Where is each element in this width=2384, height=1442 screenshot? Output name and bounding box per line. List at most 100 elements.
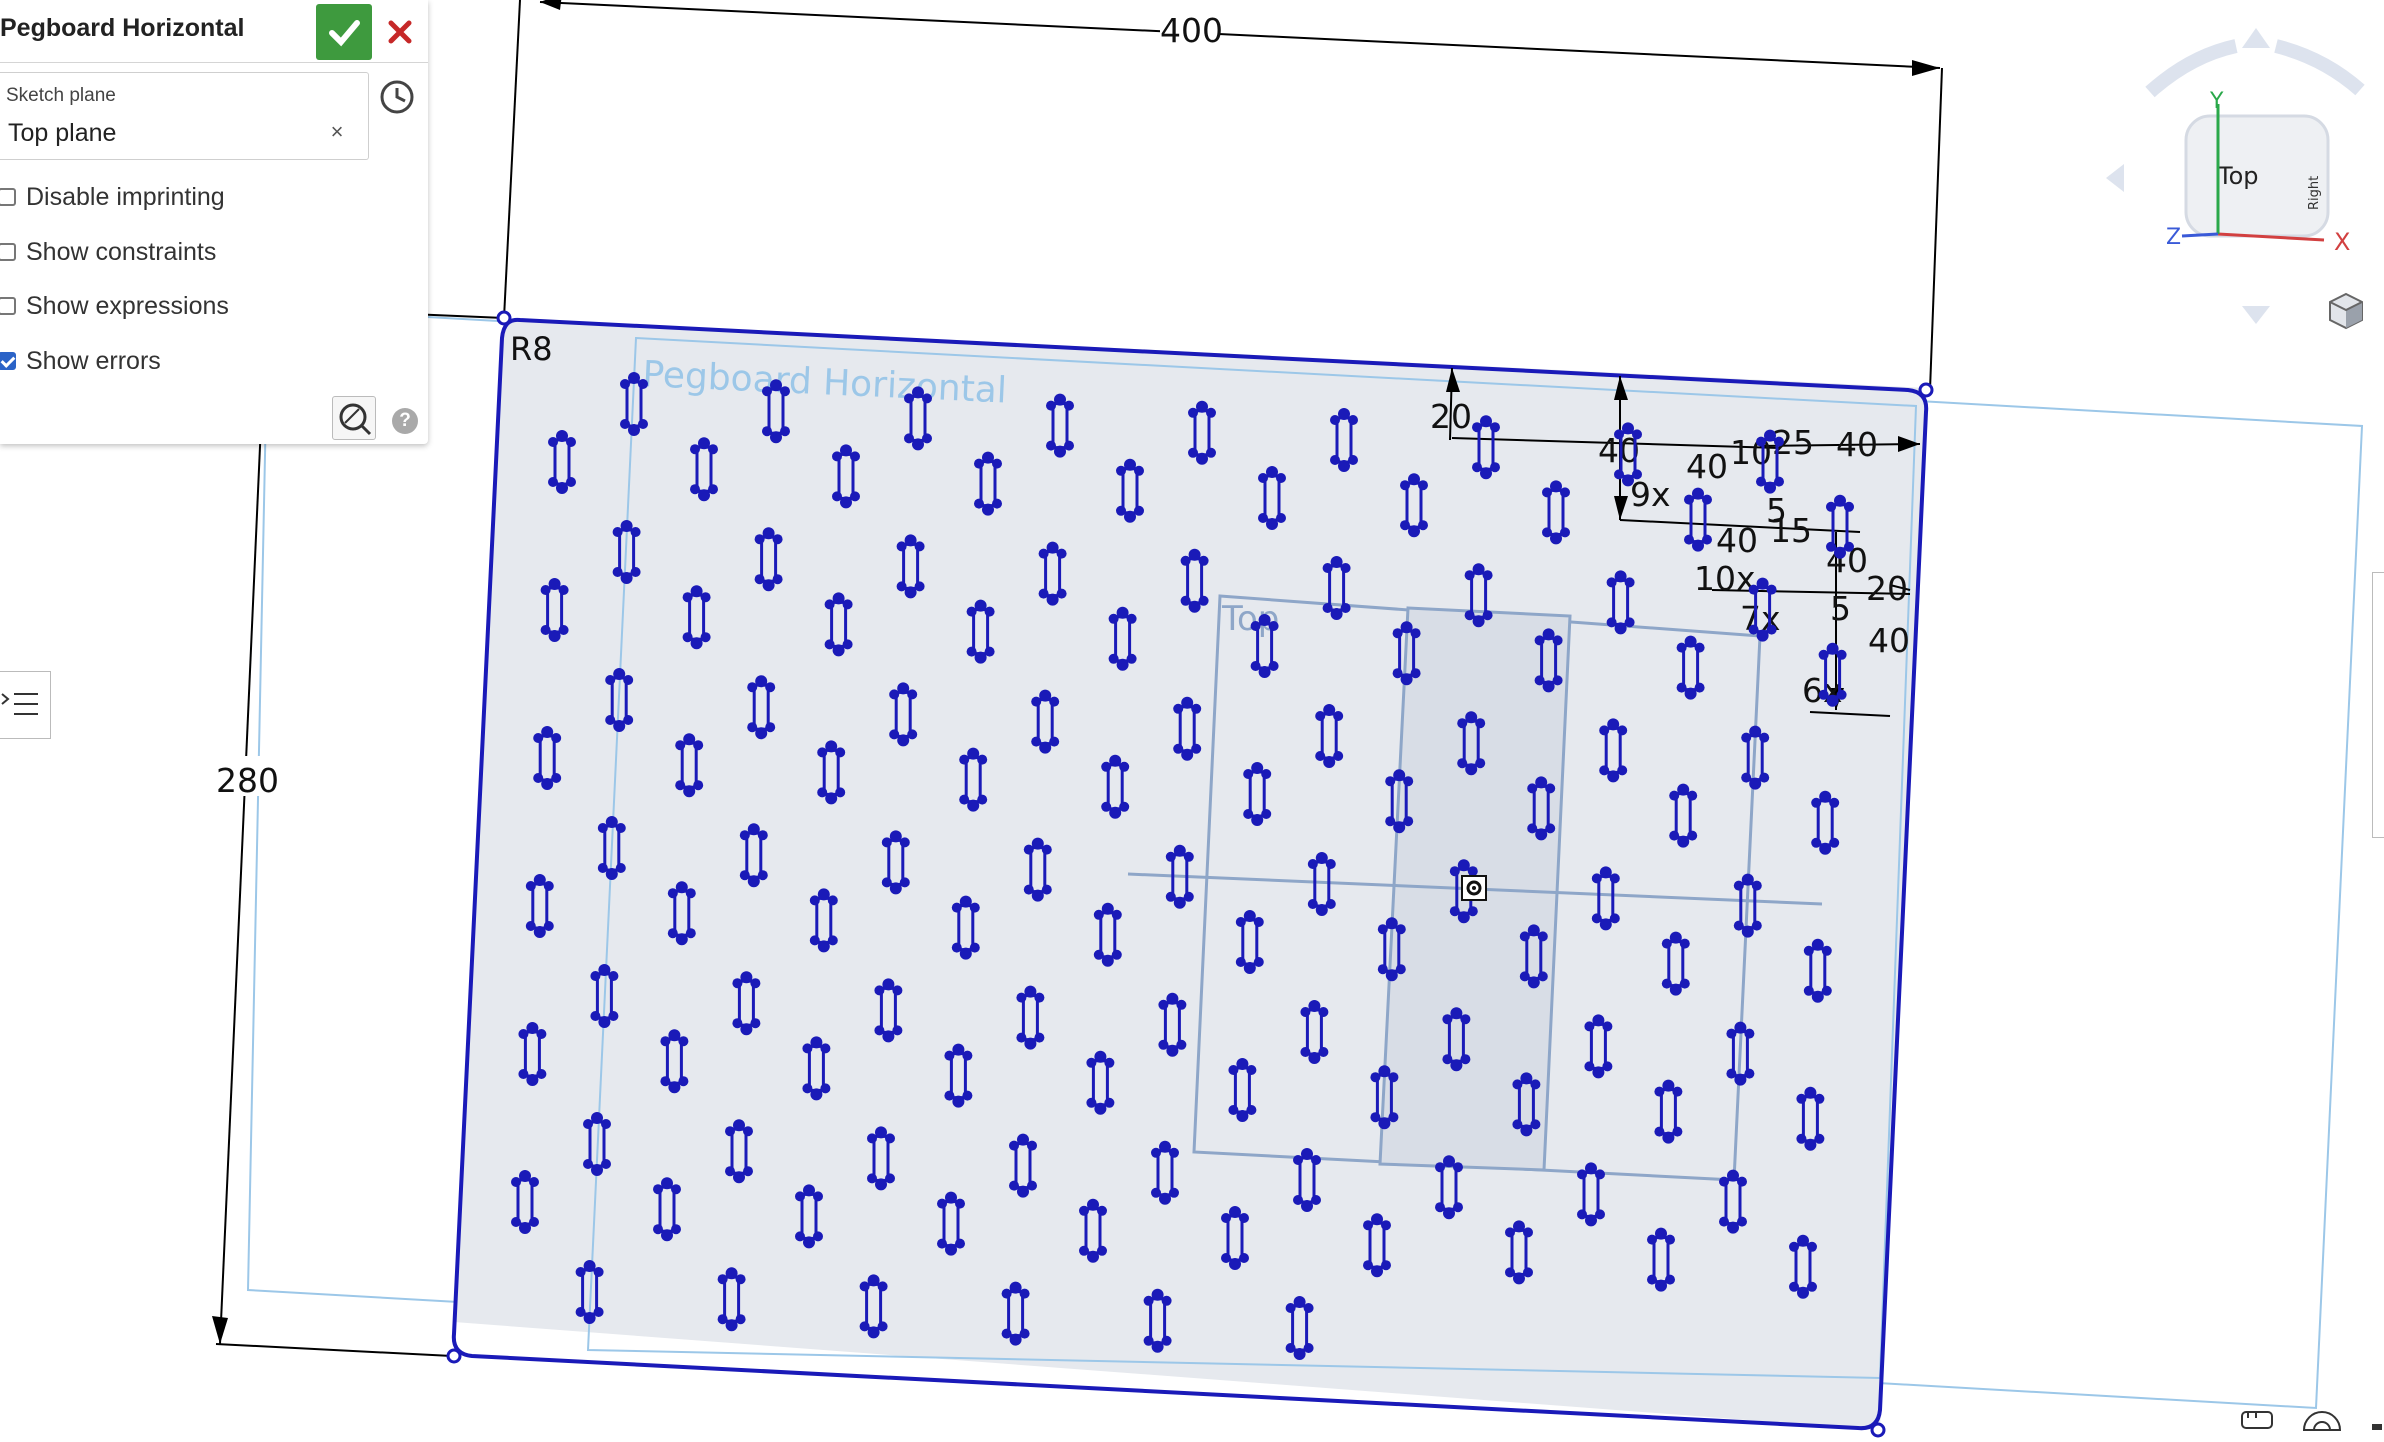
accept-button[interactable]: [316, 4, 372, 60]
peg-hole: [518, 1022, 547, 1086]
peg-hole: [620, 372, 648, 436]
peg-hole: [1300, 1000, 1329, 1064]
peg-hole: [575, 1260, 604, 1324]
peg-hole: [1363, 1213, 1391, 1278]
peg-hole: [1221, 1206, 1249, 1270]
axis-x-label: X: [2334, 228, 2350, 256]
peg-hole: [859, 1274, 888, 1339]
measure-icon[interactable]: [2238, 1400, 2278, 1434]
peg-hole: [824, 592, 853, 657]
peg-hole: [1512, 1072, 1541, 1137]
peg-hole: [1818, 642, 1847, 707]
option-show-errors[interactable]: Show errors: [0, 344, 161, 378]
peg-hole: [1377, 917, 1406, 982]
peg-hole: [1756, 429, 1784, 494]
peg-hole: [1101, 754, 1130, 819]
view-cube-icon[interactable]: [2326, 290, 2366, 330]
peg-hole: [1826, 494, 1854, 559]
peg-hole: [1789, 1234, 1817, 1299]
sketch-plane-field[interactable]: Sketch plane Top plane ×: [0, 72, 369, 160]
peg-hole: [1647, 1227, 1675, 1292]
peg-hole: [1322, 556, 1351, 620]
peg-hole: [1158, 992, 1187, 1057]
protractor-icon[interactable]: [2300, 1400, 2344, 1434]
peg-hole: [1796, 1086, 1825, 1151]
peg-hole: [817, 740, 846, 805]
peg-hole: [1143, 1288, 1172, 1353]
clock-history-icon[interactable]: [378, 78, 416, 116]
option-show-expressions[interactable]: Show expressions: [0, 289, 229, 323]
peg-hole: [1258, 466, 1286, 530]
peg-hole: [889, 682, 918, 747]
peg-hole: [1733, 873, 1762, 938]
peg-hole: [1093, 902, 1122, 967]
more-tools-icon[interactable]: [2370, 1406, 2384, 1436]
peg-hole-pattern: [511, 372, 1854, 1360]
view-cube[interactable]: Top Right X Y Z: [2106, 28, 2365, 324]
peg-hole: [1023, 837, 1052, 902]
peg-hole: [1811, 790, 1840, 855]
peg-hole: [1654, 1079, 1683, 1144]
peg-hole: [1180, 548, 1209, 613]
show-expressions-label: Show expressions: [26, 291, 229, 320]
peg-hole: [959, 747, 988, 812]
peg-hole: [1108, 606, 1137, 671]
peg-hole: [754, 527, 783, 592]
list-icon[interactable]: [0, 671, 51, 739]
help-icon[interactable]: ?: [392, 408, 418, 434]
peg-hole: [1669, 783, 1698, 848]
show-constraints-label: Show constraints: [26, 237, 217, 266]
peg-hole: [590, 964, 619, 1028]
peg-hole: [1250, 614, 1279, 678]
peg-hole: [874, 978, 903, 1043]
sketch-fill: [454, 318, 1926, 1430]
origin-marker: [1461, 875, 1487, 901]
peg-hole: [675, 733, 704, 798]
peg-hole: [682, 585, 711, 650]
peg-hole: [1661, 931, 1690, 996]
peg-hole: [1243, 762, 1272, 826]
show-constraints-checkbox[interactable]: [0, 243, 16, 261]
peg-hole: [1173, 696, 1202, 761]
pattern-count-10x: 10x: [1694, 559, 1756, 598]
dim-40-c: 40: [1836, 425, 1878, 464]
show-expressions-checkbox[interactable]: [0, 297, 16, 315]
sketch-inspect-icon[interactable]: [332, 396, 376, 440]
peg-hole: [1803, 938, 1832, 1003]
peg-hole: [1038, 541, 1067, 606]
peg-hole: [1307, 852, 1336, 916]
dimension-arrows: [212, 0, 1940, 1344]
peg-hole: [1748, 577, 1777, 642]
peg-hole: [974, 451, 1002, 516]
peg-hole: [1392, 621, 1421, 686]
peg-hole: [1577, 1162, 1605, 1227]
peg-hole: [881, 830, 910, 895]
peg-hole: [1542, 480, 1570, 545]
right-panel-edge[interactable]: [2372, 572, 2384, 838]
clear-selection-button[interactable]: ×: [330, 119, 344, 144]
dim-40-d: 40: [1716, 521, 1758, 560]
peg-hole: [525, 874, 554, 938]
disable-imprinting-checkbox[interactable]: [0, 188, 16, 206]
peg-hole: [1505, 1220, 1533, 1285]
peg-hole: [802, 1036, 831, 1101]
show-errors-checkbox[interactable]: [0, 352, 16, 370]
peg-hole: [653, 1177, 681, 1242]
peg-hole: [1599, 718, 1628, 783]
axis-z-label: Z: [2166, 225, 2181, 250]
sketch-plane-label: Sketch plane: [6, 85, 116, 106]
checkmark-icon: [329, 20, 360, 47]
peg-hole: [1151, 1140, 1179, 1205]
peg-hole: [795, 1184, 823, 1249]
peg-hole: [732, 971, 761, 1036]
disable-imprinting-label: Disable imprinting: [26, 182, 225, 211]
option-disable-imprinting[interactable]: Disable imprinting: [0, 180, 225, 214]
peg-hole: [896, 534, 925, 599]
peg-hole: [1435, 1155, 1463, 1220]
peg-hole: [1009, 1133, 1037, 1198]
cancel-button[interactable]: [382, 10, 418, 54]
option-show-constraints[interactable]: Show constraints: [0, 235, 216, 269]
peg-hole: [1001, 1281, 1030, 1346]
peg-hole: [904, 386, 932, 451]
